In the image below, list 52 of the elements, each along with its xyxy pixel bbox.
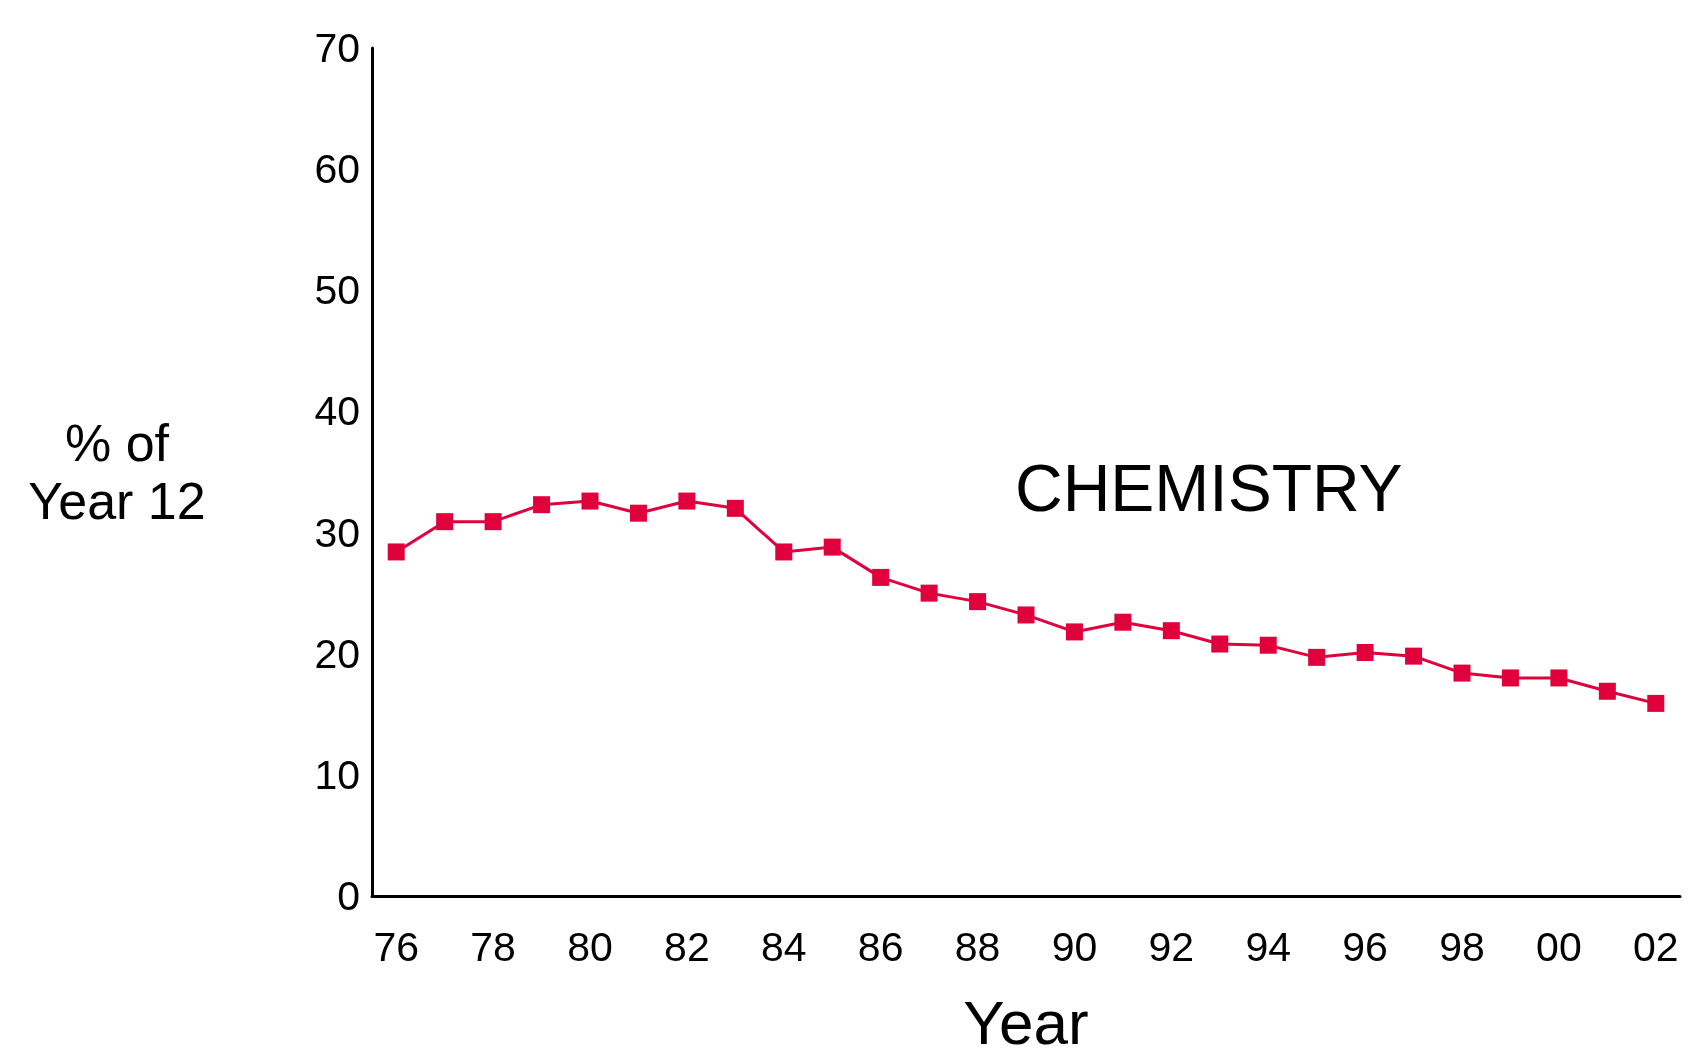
x-tick-label: 96: [1342, 923, 1388, 970]
point: [1550, 669, 1568, 687]
y-tick-label: 0: [337, 873, 360, 919]
point: [1501, 669, 1519, 687]
point: [920, 584, 938, 602]
x-tick-label: 02: [1632, 923, 1679, 970]
x-tick-label: 86: [857, 923, 904, 970]
x-tick-label: 84: [760, 923, 807, 970]
x-axis-title: Year: [963, 987, 1089, 1057]
point: [533, 496, 551, 514]
x-tick-label: 92: [1148, 923, 1195, 970]
y-tick-label: 60: [314, 146, 360, 193]
point: [872, 568, 890, 586]
x-tick-label: 82: [664, 923, 710, 970]
point: [1453, 664, 1471, 682]
point: [1114, 613, 1132, 631]
point: [484, 513, 502, 531]
y-tick-label: 20: [314, 630, 360, 677]
point: [1211, 635, 1229, 653]
annotation: CHEMISTRY: [1015, 451, 1403, 525]
point: [581, 492, 599, 510]
y-tick-label: 40: [314, 388, 360, 435]
x-tick-label: 00: [1536, 923, 1582, 970]
y-tick-label: 50: [314, 267, 360, 314]
point: [1017, 606, 1035, 624]
point: [436, 513, 454, 531]
x-tick-label: 98: [1439, 923, 1485, 970]
point: [629, 504, 647, 522]
y-tick-label: 10: [314, 751, 360, 798]
point: [823, 538, 841, 556]
x-tick-label: 78: [470, 923, 516, 970]
point: [678, 492, 696, 510]
point: [1405, 647, 1423, 665]
x-tick-label: 90: [1051, 923, 1098, 970]
point: [726, 499, 744, 517]
point: [1598, 682, 1616, 700]
point: [1356, 644, 1374, 661]
point: [969, 593, 987, 611]
point: [1065, 623, 1083, 641]
point: [1647, 694, 1665, 712]
x-tick-label: 80: [567, 923, 613, 970]
y-tick-label: 70: [314, 25, 360, 71]
y-axis-title: % of Year 12: [28, 414, 206, 530]
point: [1259, 636, 1277, 654]
point: [1308, 648, 1326, 666]
y-tick-label: 30: [314, 509, 360, 556]
x-tick-label: 88: [954, 923, 1001, 970]
point: [1162, 622, 1180, 640]
x-tick-label: 94: [1245, 923, 1292, 970]
x-tick-label: 76: [373, 923, 420, 970]
point: [775, 543, 793, 561]
point: [387, 543, 405, 561]
